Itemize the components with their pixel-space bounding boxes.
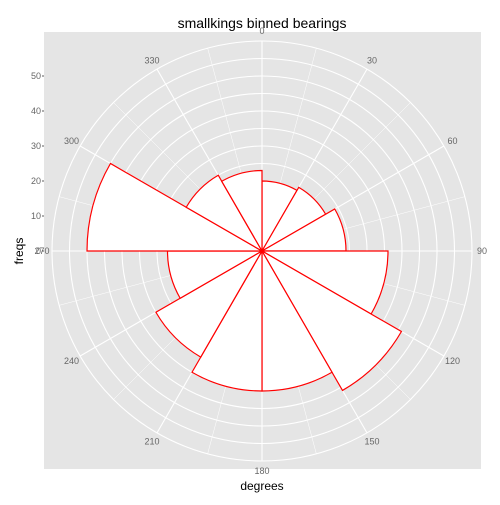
- bar-wedge-270: [86, 162, 265, 252]
- bar-wedge-300: [185, 174, 264, 253]
- angle-tick-label: 330: [144, 55, 159, 65]
- angle-tick-label: 180: [254, 466, 269, 476]
- bar-wedge-120: [260, 249, 403, 392]
- radial-tick-label: 30: [31, 141, 41, 151]
- bar-wedge-210: [155, 249, 264, 358]
- bar-wedge-180: [191, 248, 263, 392]
- angle-tick-label: 210: [144, 437, 159, 447]
- angle-tick-label: 300: [64, 136, 79, 146]
- angle-tick-label: 240: [64, 356, 79, 366]
- angle-tick-label: 150: [364, 437, 379, 447]
- angle-tick-label: 0: [259, 26, 264, 36]
- angle-tick-label: 60: [448, 136, 458, 146]
- radial-labels: 0 10 20 30 40 50: [31, 71, 44, 256]
- radial-tick-label: 50: [31, 71, 41, 81]
- bar-wedge-330: [220, 169, 263, 254]
- angle-tick-label: 30: [367, 55, 377, 65]
- wedge-layer: [86, 162, 403, 392]
- y-axis-label: freqs: [12, 238, 26, 265]
- angle-tick-label: 120: [445, 356, 460, 366]
- radial-tick-label: 0: [36, 246, 41, 256]
- angle-tick-label: 90: [477, 246, 487, 256]
- radial-tick-label: 10: [31, 211, 41, 221]
- chart-title: smallkings binned bearings: [178, 15, 347, 31]
- radial-tick-label: 40: [31, 106, 41, 116]
- radial-tick-label: 20: [31, 176, 41, 186]
- x-axis-label: degrees: [240, 479, 283, 493]
